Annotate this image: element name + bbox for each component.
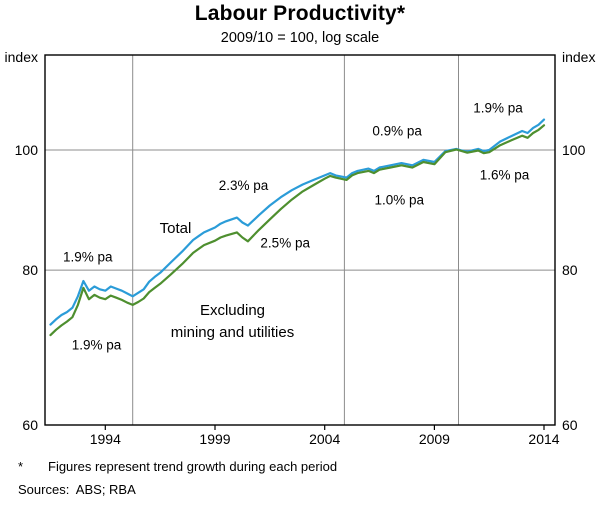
footnote-text: Figures represent trend growth during ea… [48, 459, 338, 474]
series-label-excluding-1: Excluding [200, 302, 265, 319]
x-tick-label-1999: 1999 [199, 431, 230, 447]
annotation-excluding-3: 2.5% pa [260, 236, 310, 251]
series-label-excluding-2: mining and utilities [171, 324, 294, 341]
series-label-total-0: Total [160, 220, 192, 237]
footnote-marker: * [18, 459, 24, 474]
annotation-excluding-5: 1.0% pa [375, 193, 425, 208]
y-tick-label-left-80: 80 [22, 262, 38, 278]
y-tick-label-right-60: 60 [562, 417, 578, 433]
footnote: * Figures represent trend growth during … [18, 459, 588, 474]
annotation-excluding-7: 1.6% pa [480, 167, 530, 182]
series-line-excluding [49, 124, 546, 337]
chart-title: Labour Productivity* [194, 2, 406, 25]
annotation-total-4: 0.9% pa [372, 124, 422, 139]
x-tick-label-2014: 2014 [528, 431, 559, 447]
x-tick-label-1994: 1994 [90, 431, 121, 447]
annotation-total-6: 1.9% pa [473, 101, 523, 116]
y-tick-label-left-60: 60 [22, 417, 38, 433]
y-axis-unit-left: index [5, 49, 38, 65]
plot-border [44, 54, 556, 426]
annotation-excluding-1: 1.9% pa [72, 338, 122, 353]
annotation-total-0: 1.9% pa [63, 249, 113, 264]
annotation-total-2: 2.3% pa [219, 178, 269, 193]
x-tick-label-2004: 2004 [309, 431, 340, 447]
sources-line: Sources: ABS; RBA [18, 482, 136, 497]
y-tick-label-left-100: 100 [15, 142, 39, 158]
chart-subtitle: 2009/10 = 100, log scale [220, 30, 380, 46]
y-tick-label-right-80: 80 [562, 262, 578, 278]
x-tick-label-2009: 2009 [419, 431, 450, 447]
y-tick-label-right-100: 100 [562, 142, 586, 158]
y-axis-unit-right: index [562, 49, 595, 65]
